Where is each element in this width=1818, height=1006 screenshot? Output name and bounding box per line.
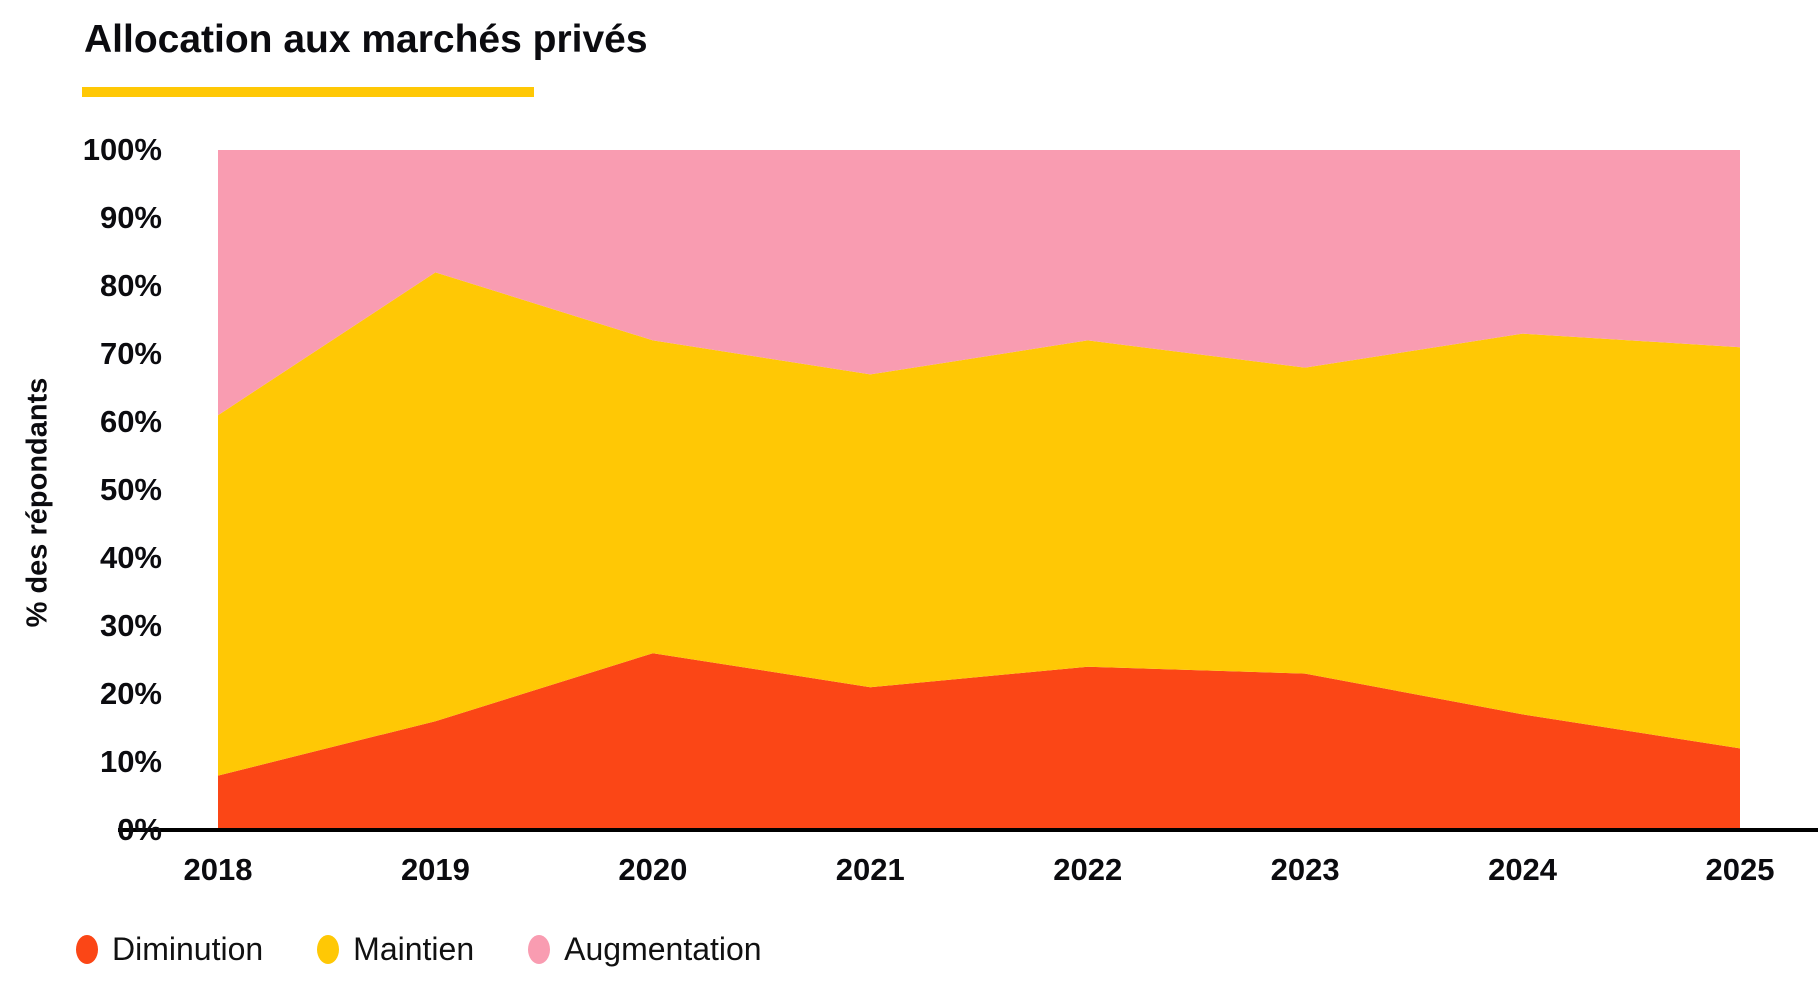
y-tick-label-60: 60%	[99, 404, 162, 439]
x-tick-label-2023: 2023	[1270, 852, 1340, 887]
legend-item-augmentation: Augmentation	[528, 931, 762, 968]
x-tick-label-2018: 2018	[183, 852, 253, 887]
x-tick-label-2022: 2022	[1053, 852, 1123, 887]
legend-item-diminution: Diminution	[76, 931, 263, 968]
x-tick-label-2019: 2019	[400, 852, 470, 887]
y-tick-label-100: 100%	[82, 132, 162, 167]
legend-label: Diminution	[112, 931, 264, 967]
y-tick-label-70: 70%	[99, 336, 162, 371]
x-tick-label-2020: 2020	[618, 852, 688, 887]
y-tick-label-80: 80%	[99, 268, 162, 303]
area-maintien	[218, 272, 1740, 776]
y-tick-label-0: 0%	[117, 812, 162, 847]
legend-dot-diminution	[76, 935, 98, 964]
x-tick-label-2025: 2025	[1705, 852, 1775, 887]
stacked-area-plot	[218, 150, 1740, 830]
legend-label: Maintien	[353, 931, 475, 967]
x-tick-label-2024: 2024	[1488, 852, 1558, 887]
y-tick-label-50: 50%	[99, 472, 162, 507]
y-tick-label-40: 40%	[99, 540, 162, 575]
y-tick-label-20: 20%	[99, 676, 162, 711]
x-tick-label-2021: 2021	[835, 852, 905, 887]
stacked-area-svg	[218, 150, 1740, 830]
x-axis-line	[118, 828, 1818, 832]
legend-label: Augmentation	[564, 931, 762, 967]
legend-dot-maintien	[317, 935, 340, 964]
y-tick-label-10: 10%	[99, 744, 162, 779]
legend-item-maintien: Maintien	[317, 931, 474, 968]
y-tick-label-90: 90%	[99, 200, 162, 235]
area-augmentation	[218, 150, 1740, 416]
legend-dot-augmentation	[528, 935, 551, 964]
title-underline-accent	[82, 87, 534, 97]
area-diminution	[218, 653, 1740, 830]
legend: Diminution Maintien Augmentation	[76, 931, 816, 968]
page-title: Allocation aux marchés privés	[84, 18, 648, 61]
y-tick-label-30: 30%	[99, 608, 162, 643]
